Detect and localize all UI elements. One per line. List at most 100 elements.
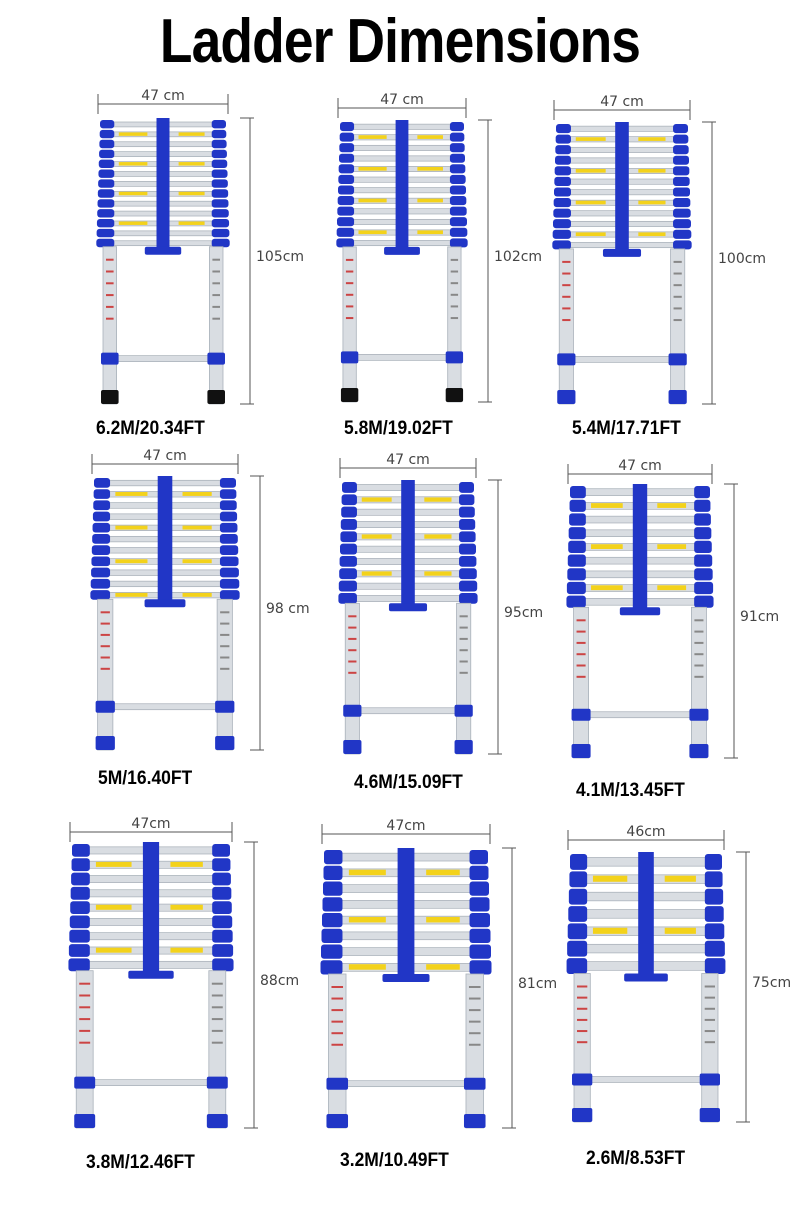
rung-end-cap [704, 906, 724, 922]
warning-label [182, 525, 212, 530]
warning-label [417, 135, 443, 139]
warning-label [170, 947, 203, 953]
rung-end-cap [211, 228, 230, 238]
warning-label [358, 166, 387, 171]
rung-end-cap [326, 1077, 349, 1090]
rung-end-cap [673, 198, 691, 208]
rail-sticker-text [450, 317, 459, 320]
ladder-illustration: 47 cm 102cm [336, 92, 542, 403]
side-rail [670, 248, 686, 405]
rung-end-cap [219, 478, 236, 488]
rung-end-cap [90, 578, 111, 589]
ladder-foot [689, 744, 709, 758]
rung-end-cap [673, 240, 692, 250]
rail-sticker-text [79, 1018, 91, 1021]
side-rail [465, 973, 484, 1129]
warning-label [657, 503, 687, 508]
rail-sticker-text [468, 1009, 481, 1012]
rung-end-cap [211, 189, 229, 198]
rung-end-cap [336, 238, 355, 248]
warning-label [182, 492, 212, 496]
center-strap [142, 842, 160, 977]
rung-end-cap [211, 169, 228, 178]
ladder-panel-2: 47 cm 102cm 5.8M/19.02FT [332, 90, 552, 439]
rung-end-cap [219, 500, 237, 511]
side-rail [573, 606, 589, 759]
ladder-foot [571, 744, 591, 758]
ladder-size-caption: 6.2M/20.34FT [96, 418, 205, 439]
rung-end-cap [219, 556, 239, 567]
rung-end-cap [570, 486, 586, 499]
rung-end-cap [449, 143, 465, 153]
side-rail [75, 970, 94, 1129]
rung-end-cap [673, 166, 690, 176]
rung-end-cap [694, 513, 711, 526]
rung-end-cap [566, 581, 586, 595]
ladder-size-caption: 4.1M/13.45FT [576, 780, 685, 801]
rung-end-cap [211, 238, 230, 248]
warning-label [115, 492, 148, 496]
rung-end-cap [567, 940, 588, 957]
rung-end-cap [673, 145, 689, 155]
rung-end-cap [72, 844, 90, 857]
rung-end-cap [212, 901, 232, 914]
rung-end-cap [469, 928, 491, 943]
rung-end-cap [93, 489, 111, 499]
rung-end-cap [99, 129, 115, 139]
rail-sticker-text [562, 272, 571, 275]
rung-end-cap [96, 238, 115, 248]
side-rail [342, 246, 357, 403]
rung-end-cap [70, 901, 90, 914]
ladder-size-caption: 5.4M/17.71FT [572, 418, 681, 439]
rail-sticker-text [459, 615, 468, 618]
bottom-rung [588, 711, 692, 719]
rail-sticker-text [106, 305, 114, 308]
ladder-illustration: 47cm 81cm [320, 818, 557, 1129]
rail-sticker-text [577, 1041, 588, 1044]
rail-sticker-text [211, 982, 223, 985]
rail-sticker-text [450, 282, 459, 285]
warning-label [178, 221, 205, 225]
rail-sticker-text [100, 656, 110, 659]
height-dimension-label: 91cm [740, 609, 779, 625]
bottom-rung [116, 355, 210, 362]
rung-end-cap [337, 217, 355, 227]
warning-label [115, 592, 148, 597]
rung-end-cap [569, 513, 586, 526]
ladder-panel-3: 47 cm 100cm 5.4M/17.71FT [548, 92, 788, 439]
rung-end-cap [95, 700, 115, 713]
rail-sticker-text [220, 622, 230, 625]
rung-end-cap [459, 568, 477, 580]
rung-end-cap [459, 482, 474, 493]
rail-sticker-text [348, 660, 357, 663]
side-rail [558, 248, 574, 405]
ladder-illustration: 46cm 75cm [566, 824, 791, 1123]
ladder-panel-8: 47cm 81cm 3.2M/10.49FT [316, 816, 557, 1186]
rung-end-cap [449, 132, 465, 142]
warning-label [182, 559, 212, 564]
rung-end-cap [336, 227, 355, 237]
rung-end-cap [341, 494, 357, 506]
bottom-rung [573, 356, 671, 363]
strap-handle [619, 607, 661, 616]
rail-sticker-text [704, 985, 715, 988]
rail-sticker-text [459, 649, 468, 652]
ladder-illustration: 47 cm 105cm [96, 88, 304, 405]
rail-sticker-text [468, 986, 481, 988]
rung-end-cap [673, 124, 688, 134]
warning-label [115, 559, 148, 564]
center-strap [615, 122, 629, 255]
rail-sticker-text [100, 645, 110, 648]
rung-end-cap [469, 960, 492, 975]
rung-end-cap [469, 881, 489, 896]
rung-end-cap [99, 139, 115, 149]
rung-end-cap [668, 353, 687, 366]
side-rail [447, 246, 462, 403]
rail-sticker-text [100, 667, 110, 670]
strap-handle [128, 970, 174, 979]
rung-end-cap [211, 219, 230, 228]
side-rail [102, 246, 117, 405]
center-strap [395, 120, 409, 253]
width-dimension-label: 47 cm [600, 94, 644, 110]
rail-sticker-text [212, 258, 220, 261]
